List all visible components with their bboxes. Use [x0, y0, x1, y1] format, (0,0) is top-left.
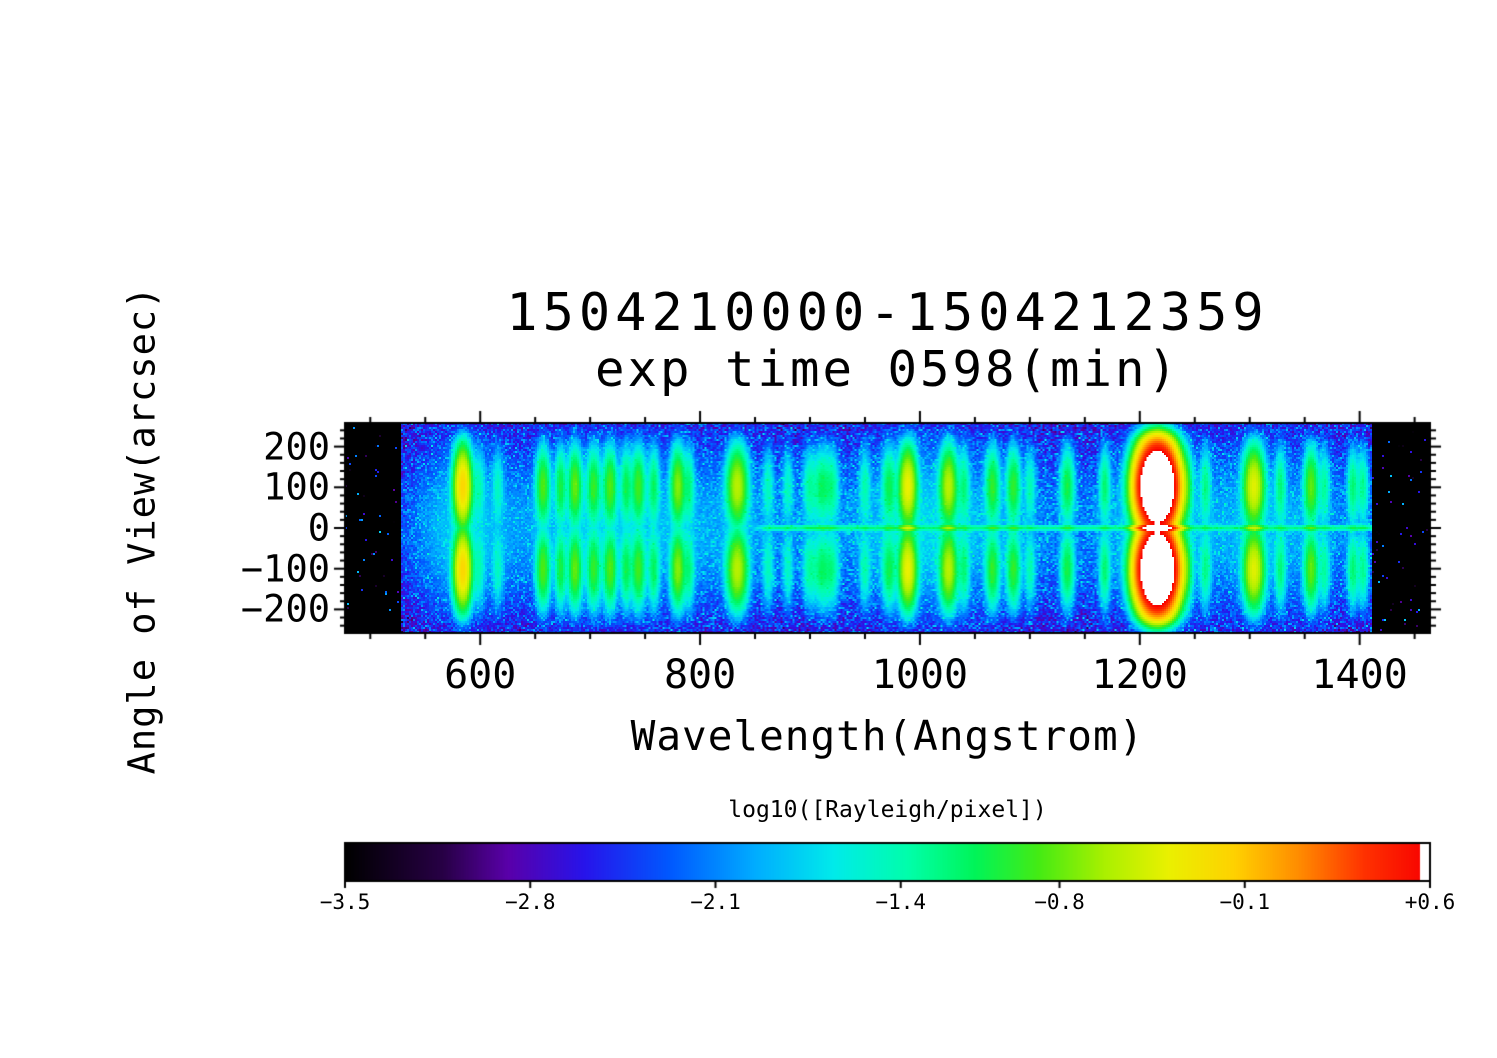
colorbar-tick-label: +0.6	[1404, 890, 1456, 914]
plot-title: 1504210000-1504212359 exp time 0598(min)	[345, 284, 1430, 398]
y-tick-label: 0	[307, 506, 330, 550]
x-tick-label: 1200	[1091, 652, 1188, 698]
x-axis-label: Wavelength(Angstrom)	[630, 712, 1145, 760]
x-tick-label: 1400	[1311, 652, 1408, 698]
colorbar-tick-label: −1.4	[875, 890, 927, 914]
y-axis-label: Angle of View(arcsec)	[120, 285, 164, 775]
colorbar-tick-label: −0.8	[1034, 890, 1085, 914]
x-tick-label: 1000	[871, 652, 969, 698]
title-line-1: 1504210000-1504212359	[506, 283, 1269, 343]
colorbar-label: log10([Rayleigh/pixel])	[728, 797, 1047, 823]
colorbar-tick-label: −2.1	[690, 890, 741, 914]
y-tick-label: −100	[240, 547, 330, 591]
colorbar-tick-label: −0.1	[1219, 890, 1271, 914]
spectrogram-heatmap	[345, 423, 1430, 633]
y-tick-label: −200	[240, 587, 330, 631]
y-tick-label: 200	[263, 425, 330, 469]
title-line-2: exp time 0598(min)	[594, 341, 1180, 398]
colorbar-tick-label: −3.5	[319, 890, 371, 914]
colorbar-gradient	[345, 843, 1430, 881]
x-tick-label: 600	[444, 652, 517, 698]
y-tick-label: 100	[263, 465, 330, 509]
colorbar-tick-label: −2.8	[504, 890, 556, 914]
x-tick-label: 800	[663, 652, 737, 698]
